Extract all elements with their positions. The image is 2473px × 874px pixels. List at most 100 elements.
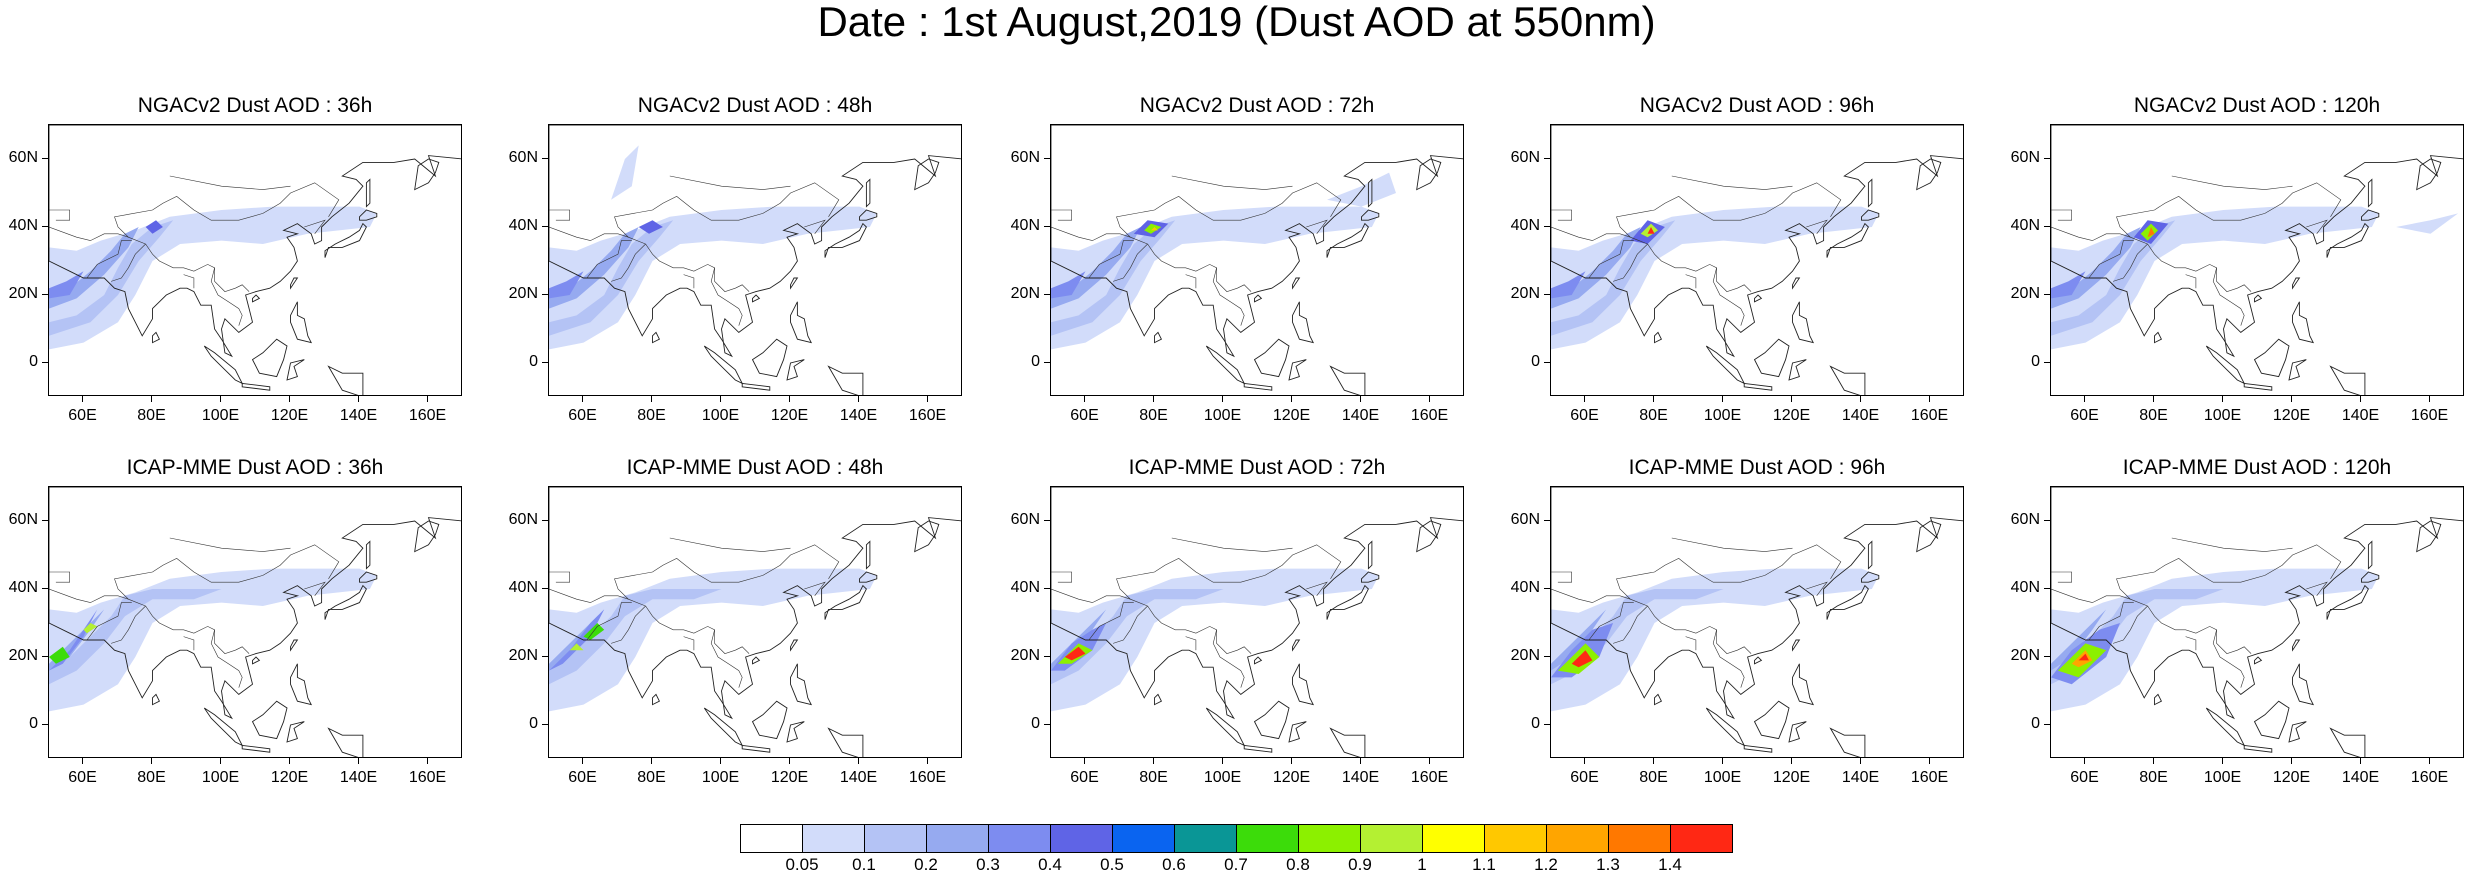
panel-title: NGACv2 Dust AOD : 96h [1639,94,1875,117]
lat-label: 40N [1010,217,1040,234]
map-panel: ICAP-MME Dust AOD : 120h 60N 40N 20N 0 60E 80E… [2011,456,2464,786]
lat-label: 0 [529,715,538,732]
lat-tick [2044,587,2050,589]
border-layer [1551,537,1842,688]
colorbar-label: 1.2 [1534,855,1558,874]
lon-label: 140E [1341,407,1380,424]
lon-tick [1291,758,1292,764]
lon-tick [82,758,83,764]
lon-label: 160E [1410,769,1449,786]
lat-label: 0 [2031,715,2040,732]
lat-tick [542,157,548,159]
map-panel: NGACv2 Dust AOD : 36h 60N 40N 20N 0 60E 80E 100… [9,94,462,424]
lat-tick [542,293,548,295]
lat-tick [1544,723,1550,725]
lat-label: 40N [508,579,538,596]
lat-label: 20N [2010,647,2040,664]
coastline-layer [1551,125,1963,395]
lon-tick [427,758,428,764]
lat-label: 60N [8,149,38,166]
lon-label: 100E [1203,769,1242,786]
lon-tick [582,758,583,764]
lon-tick [789,396,790,402]
colorbar-label: 0.2 [914,855,938,874]
colorbar-swatch [740,824,803,853]
lon-label: 120E [1272,407,1311,424]
colorbar-swatch [926,824,989,853]
lon-tick [1791,396,1792,402]
lon-label: 120E [2272,407,2311,424]
lon-tick [858,758,859,764]
lon-tick [2429,396,2430,402]
lat-label: 40N [508,217,538,234]
lat-label: 20N [8,285,38,302]
lon-tick [1584,396,1585,402]
aod-fill-layer [1551,568,1879,712]
colorbar-swatch [1174,824,1237,853]
lat-tick [42,157,48,159]
aod-fill-layer [2051,568,2379,712]
lon-tick [1153,396,1154,402]
lon-label: 100E [201,407,240,424]
lon-tick [1929,396,1930,402]
lon-tick [358,396,359,402]
panel-title: ICAP-MME Dust AOD : 120h [2122,456,2392,479]
lon-label: 100E [701,769,740,786]
panel-title: ICAP-MME Dust AOD : 96h [1628,456,1886,479]
panel-title: NGACv2 Dust AOD : 36h [137,94,373,117]
lon-label: 60E [68,407,97,424]
lon-label: 160E [2410,769,2449,786]
lon-tick [2084,396,2085,402]
lon-label: 100E [1703,407,1742,424]
lon-tick [651,396,652,402]
map-panel: ICAP-MME Dust AOD : 72h 60N 40N 20N 0 60E 80E 1… [1011,456,1464,786]
lon-label: 80E [637,769,666,786]
lon-tick [927,396,928,402]
lat-tick [542,723,548,725]
coastline-layer [2051,125,2463,395]
lat-tick [1044,519,1050,521]
lat-label: 60N [1010,511,1040,528]
lon-label: 100E [2203,769,2242,786]
lat-label: 20N [508,647,538,664]
lat-label: 60N [1510,511,1540,528]
lon-tick [2222,758,2223,764]
dust-aod-map [548,124,962,396]
lat-tick [1044,587,1050,589]
lon-label: 160E [408,407,447,424]
colorbar-label: 0.6 [1162,855,1186,874]
map-panel: NGACv2 Dust AOD : 120h 60N 40N 20N 0 60E 80E 10… [2011,94,2464,424]
lon-label: 140E [839,407,878,424]
lon-label: 80E [137,769,166,786]
lat-label: 20N [1510,285,1540,302]
panel-title: ICAP-MME Dust AOD : 72h [1128,456,1386,479]
lat-tick [1044,655,1050,657]
lon-label: 140E [1841,769,1880,786]
lon-label: 120E [270,769,309,786]
lat-label: 40N [1010,579,1040,596]
lat-tick [2044,723,2050,725]
lon-label: 80E [2139,407,2168,424]
colorbar-label: 0.8 [1286,855,1310,874]
lon-label: 80E [2139,769,2168,786]
lon-tick [720,396,721,402]
lon-label: 80E [637,407,666,424]
map-panel: ICAP-MME Dust AOD : 48h 60N 40N 20N 0 60E 80E 1… [509,456,962,786]
aod-fill-layer [1051,568,1379,712]
lat-tick [1044,723,1050,725]
lat-label: 60N [8,511,38,528]
panel-title: NGACv2 Dust AOD : 120h [2133,94,2381,117]
colorbar-swatch [1484,824,1547,853]
dust-aod-map [1050,486,1464,758]
map-panel: NGACv2 Dust AOD : 48h 60N 40N 20N 0 60E 80E 100… [509,94,962,424]
lat-tick [2044,157,2050,159]
lon-tick [651,758,652,764]
dust-aod-map [1050,124,1464,396]
lon-tick [289,758,290,764]
lat-label: 0 [1031,353,1040,370]
lon-label: 140E [2341,407,2380,424]
border-layer [49,175,340,326]
lat-label: 40N [8,579,38,596]
lat-label: 20N [1510,647,1540,664]
lon-label: 160E [1910,407,1949,424]
